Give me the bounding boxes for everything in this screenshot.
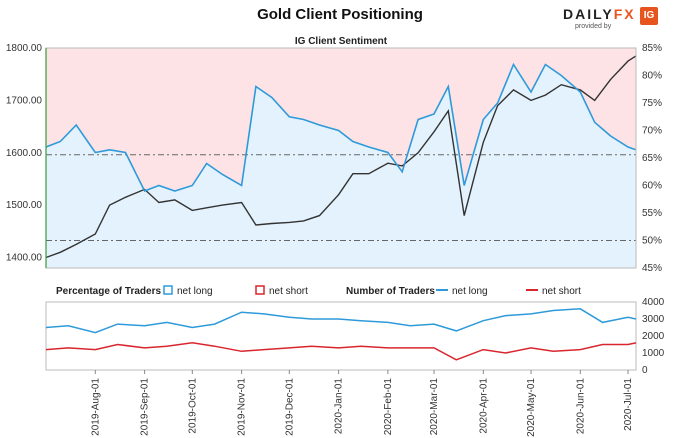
pct-tick-label: 80% xyxy=(642,71,662,82)
count-tick-label: 0 xyxy=(642,365,648,376)
sentiment-panel: 1400.00 1500.00 1600.00 1700.00 1800.00 45% 50… xyxy=(6,36,662,274)
price-tick-label: 1500.00 xyxy=(6,200,43,211)
ig-badge-icon: IG xyxy=(640,7,658,25)
x-tick-label: 2020-Feb-01 xyxy=(383,378,394,436)
chart-title: Gold Client Positioning xyxy=(257,6,423,23)
net-long-pct-line xyxy=(45,62,637,193)
net-long-count-line xyxy=(45,308,637,334)
legend-num-net-long-label: net long xyxy=(452,286,488,297)
price-tick-label: 1700.00 xyxy=(6,95,43,106)
x-tick-label: 2019-Aug-01 xyxy=(90,378,101,436)
count-tick-label: 2000 xyxy=(642,331,665,342)
price-tick-label: 1400.00 xyxy=(6,253,43,264)
x-tick-label: 2019-Dec-01 xyxy=(284,378,295,436)
pct-tick-label: 65% xyxy=(642,153,662,164)
count-tick-label: 4000 xyxy=(642,297,665,308)
x-tick-label: 2020-Jun-01 xyxy=(575,378,586,435)
price-tick-label: 1600.00 xyxy=(6,148,43,159)
legend-net-short-label: net short xyxy=(269,286,308,297)
brand-wordmark: DAILYFX xyxy=(563,6,636,22)
pct-tick-label: 55% xyxy=(642,208,662,219)
pct-tick-label: 50% xyxy=(642,236,662,247)
legend-net-long-label: net long xyxy=(177,286,213,297)
x-tick-label: 2020-Mar-01 xyxy=(429,378,440,436)
legend-num-net-short-label: net short xyxy=(542,286,581,297)
net-short-count-line xyxy=(45,342,637,361)
price-tick-label: 1800.00 xyxy=(6,43,43,54)
count-tick-label: 1000 xyxy=(642,348,665,359)
x-tick-label: 2020-Jan-01 xyxy=(334,378,345,435)
brand-subtitle: provided by xyxy=(575,23,612,30)
legend-num-title: Number of Traders xyxy=(346,286,435,297)
net-long-area xyxy=(46,64,636,268)
pct-tick-label: 75% xyxy=(642,98,662,109)
sentiment-title: IG Client Sentiment xyxy=(295,36,388,47)
pct-tick-label: 45% xyxy=(642,263,662,274)
price-series-line xyxy=(45,55,637,259)
brand-logo: DAILYFX provided by IG xyxy=(563,6,658,32)
legend-pct-title: Percentage of Traders xyxy=(56,286,161,297)
lower-frame xyxy=(45,301,637,371)
x-axis: 2019-Aug-01 2019-Sep-01 2019-Oct-01 2019-No… xyxy=(90,370,634,437)
x-tick-label: 2019-Sep-01 xyxy=(140,378,151,436)
x-tick-label: 2019-Oct-01 xyxy=(187,378,198,434)
x-tick-label: 2020-Jul-01 xyxy=(623,378,634,431)
pct-tick-label: 85% xyxy=(642,43,662,54)
traders-panel: Percentage of Traders net long net short Nu… xyxy=(45,285,665,376)
legend-net-short-box xyxy=(255,285,265,295)
pct-tick-label: 60% xyxy=(642,181,662,192)
count-tick-label: 3000 xyxy=(642,314,665,325)
x-tick-label: 2019-Nov-01 xyxy=(237,378,248,436)
x-tick-label: 2020-May-01 xyxy=(526,378,537,437)
x-tick-label: 2020-Apr-01 xyxy=(478,378,489,434)
legend-net-long-box xyxy=(163,285,173,295)
pct-tick-label: 70% xyxy=(642,126,662,137)
